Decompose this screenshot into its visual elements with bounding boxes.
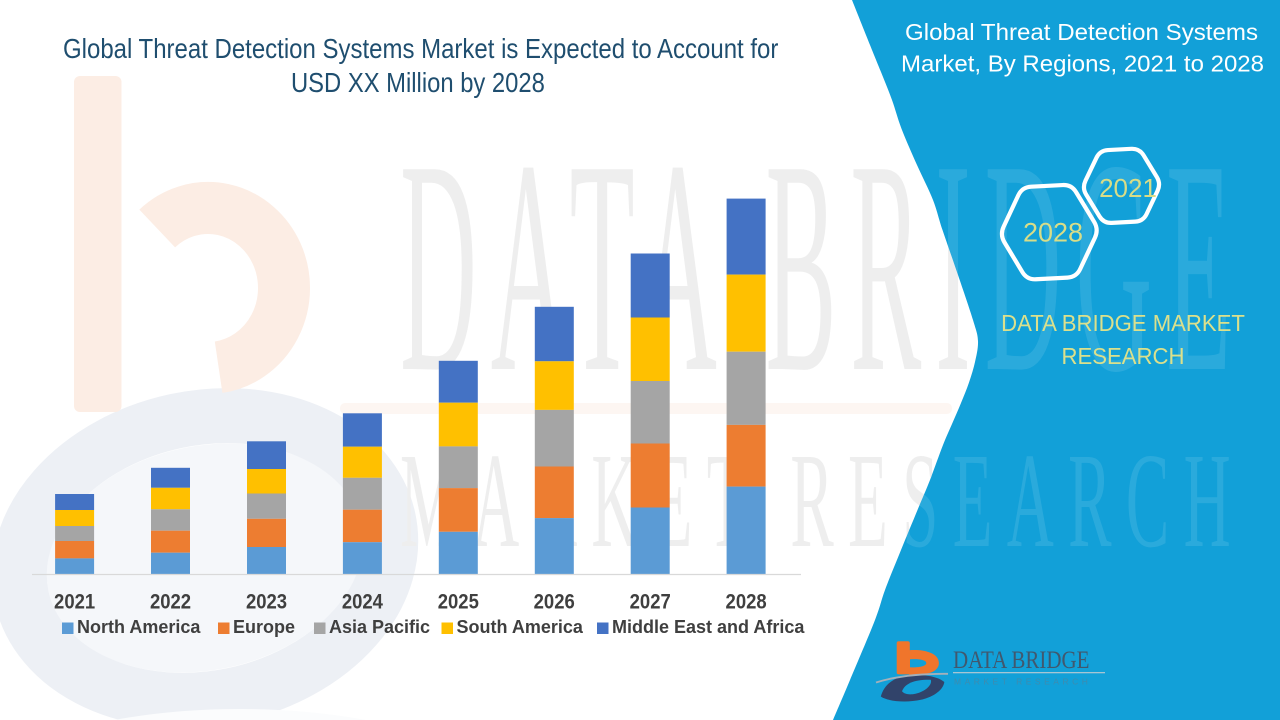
svg-text:USD XX Million by 2028: USD XX Million by 2028 bbox=[291, 68, 545, 98]
svg-text:DATA BRIDGE: DATA BRIDGE bbox=[953, 645, 1089, 673]
svg-text:2028: 2028 bbox=[726, 590, 767, 613]
svg-text:2021: 2021 bbox=[54, 590, 95, 613]
svg-text:Asia Pacific: Asia Pacific bbox=[329, 617, 430, 637]
svg-text:North America: North America bbox=[77, 617, 201, 637]
svg-text:Global Threat Detection System: Global Threat Detection Systems Market i… bbox=[63, 35, 779, 65]
svg-text:2028: 2028 bbox=[1023, 218, 1083, 248]
svg-text:MARKET RESEARCH: MARKET RESEARCH bbox=[400, 426, 1245, 577]
svg-text:2026: 2026 bbox=[534, 590, 575, 613]
svg-text:Global Threat Detection System: Global Threat Detection Systems bbox=[905, 19, 1258, 45]
svg-text:2027: 2027 bbox=[630, 590, 671, 613]
svg-text:2025: 2025 bbox=[438, 590, 479, 613]
svg-text:RESEARCH: RESEARCH bbox=[1062, 342, 1185, 369]
svg-text:MARKET RESEARCH: MARKET RESEARCH bbox=[954, 677, 1091, 687]
svg-text:Middle East and Africa: Middle East and Africa bbox=[612, 617, 805, 637]
svg-text:2024: 2024 bbox=[342, 590, 383, 613]
svg-text:South America: South America bbox=[457, 617, 584, 637]
svg-text:2023: 2023 bbox=[246, 590, 287, 613]
svg-text:Market, By Regions, 2021 to 20: Market, By Regions, 2021 to 2028 bbox=[901, 51, 1264, 77]
svg-text:2021: 2021 bbox=[1099, 173, 1157, 203]
svg-text:DATA BRIDGE MARKET: DATA BRIDGE MARKET bbox=[1001, 309, 1245, 336]
svg-text:Europe: Europe bbox=[233, 617, 295, 637]
svg-text:2022: 2022 bbox=[150, 590, 191, 613]
